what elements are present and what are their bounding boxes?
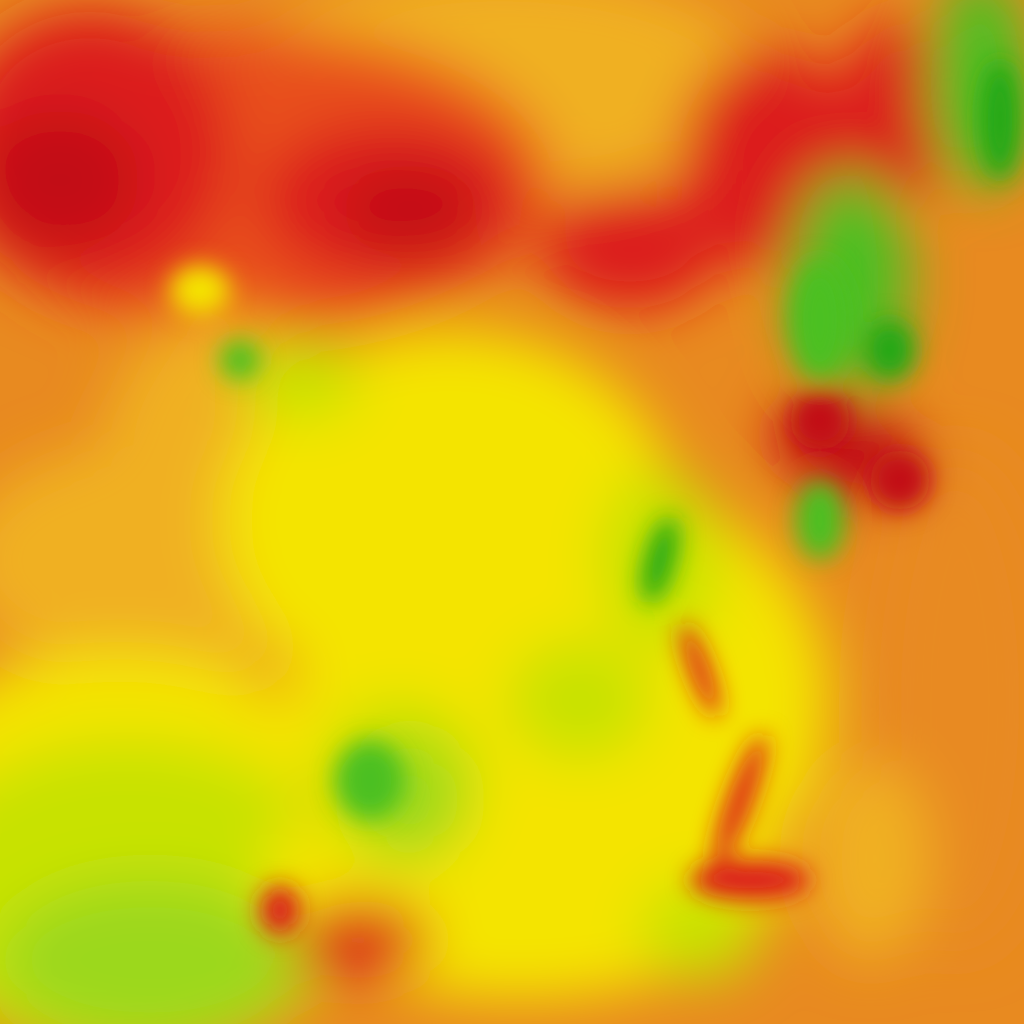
heat-region-green — [220, 340, 260, 380]
heat-region-red — [680, 622, 720, 718]
heat-region-red — [290, 900, 430, 980]
heat-region-light-green — [0, 880, 300, 1024]
heat-region-red — [540, 190, 720, 310]
heat-region-green — [795, 480, 845, 560]
heat-region-red — [713, 734, 767, 866]
heat-region-red — [690, 860, 810, 900]
heat-region-yellow-green — [240, 340, 360, 420]
heat-region-dark-green — [980, 60, 1020, 180]
heat-details — [170, 60, 1020, 935]
heat-region-yellow — [170, 265, 230, 315]
heat-region-amber — [810, 760, 930, 960]
heat-region-dark-green — [641, 516, 679, 604]
heat-region-yellow-green — [640, 880, 760, 980]
heat-region-dark-red — [790, 390, 850, 450]
heat-region-dark-red — [0, 110, 140, 250]
heat-region-dark-green — [865, 320, 915, 380]
heat-region-red — [260, 885, 300, 935]
heat-region-dark-red — [340, 165, 480, 255]
heat-region-red — [840, 20, 960, 200]
heat-region-green — [790, 260, 850, 380]
heat-region-green — [335, 740, 405, 820]
heat-region-dark-red — [870, 450, 930, 510]
heat-region-yellow-green — [510, 640, 650, 760]
